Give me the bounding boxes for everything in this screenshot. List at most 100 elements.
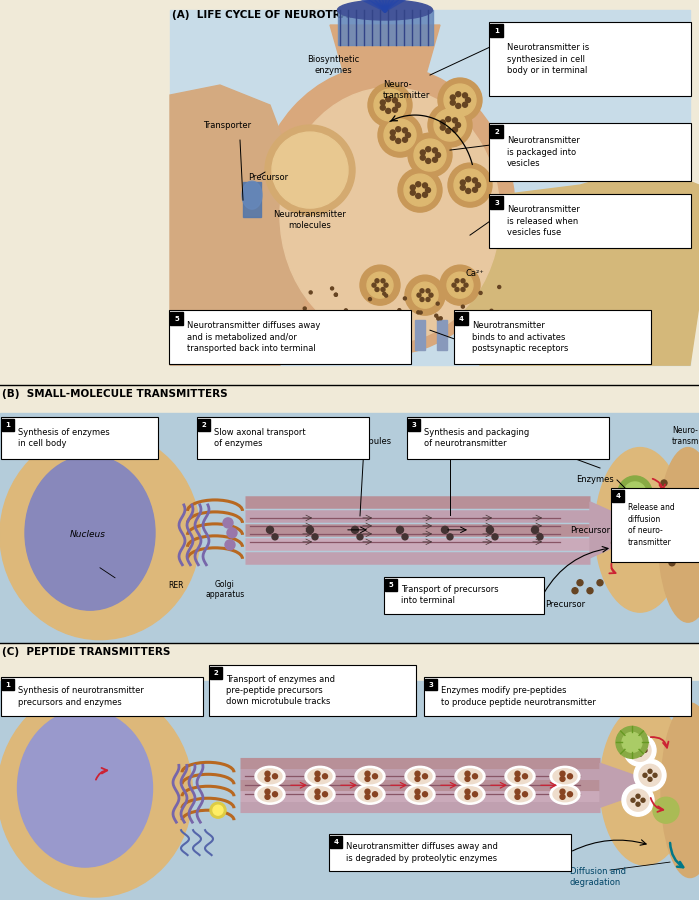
- Bar: [305, 320, 315, 350]
- Circle shape: [465, 771, 470, 776]
- Circle shape: [272, 132, 348, 208]
- Circle shape: [447, 534, 453, 540]
- Bar: [2, 679, 14, 690]
- Circle shape: [426, 289, 430, 293]
- Ellipse shape: [405, 784, 435, 805]
- Circle shape: [315, 777, 320, 781]
- Text: 1: 1: [6, 422, 10, 428]
- Circle shape: [373, 792, 377, 796]
- Ellipse shape: [358, 787, 382, 802]
- Polygon shape: [600, 763, 640, 807]
- Bar: [170, 312, 183, 325]
- Ellipse shape: [308, 787, 332, 802]
- Circle shape: [446, 117, 451, 122]
- Text: (C)  PEPTIDE TRANSMITTERS: (C) PEPTIDE TRANSMITTERS: [2, 646, 171, 657]
- Ellipse shape: [255, 784, 285, 805]
- Circle shape: [577, 580, 583, 586]
- Circle shape: [447, 272, 473, 298]
- Bar: [338, 10, 433, 45]
- Circle shape: [384, 294, 388, 297]
- Circle shape: [440, 120, 445, 125]
- Circle shape: [428, 104, 472, 147]
- Circle shape: [402, 534, 408, 540]
- Circle shape: [490, 310, 493, 312]
- Circle shape: [473, 187, 477, 193]
- Circle shape: [309, 291, 312, 294]
- Circle shape: [461, 287, 465, 292]
- Circle shape: [456, 122, 461, 128]
- Circle shape: [272, 534, 278, 540]
- Text: 3: 3: [412, 422, 417, 428]
- Text: Neuro-
transmitter: Neuro- transmitter: [383, 80, 431, 100]
- Ellipse shape: [658, 447, 699, 622]
- Circle shape: [572, 588, 578, 594]
- Circle shape: [426, 147, 431, 152]
- Circle shape: [560, 771, 565, 776]
- Bar: [0, 413, 699, 643]
- Text: Neurotransmitter diffuses away and
is degraded by proteolytic enzymes: Neurotransmitter diffuses away and is de…: [346, 842, 498, 863]
- Circle shape: [461, 305, 464, 308]
- Bar: [198, 419, 210, 431]
- Circle shape: [624, 734, 656, 766]
- Text: Neuro-
transmitter: Neuro- transmitter: [672, 427, 699, 446]
- Circle shape: [560, 795, 565, 799]
- Circle shape: [560, 789, 565, 794]
- Circle shape: [410, 190, 415, 195]
- Text: 3: 3: [494, 200, 499, 205]
- Text: Neurotransmitter
molecules: Neurotransmitter molecules: [273, 211, 347, 230]
- Circle shape: [648, 770, 652, 773]
- Circle shape: [465, 789, 470, 794]
- Circle shape: [433, 148, 438, 153]
- Circle shape: [422, 193, 428, 197]
- Circle shape: [396, 139, 401, 143]
- Ellipse shape: [258, 787, 282, 802]
- Circle shape: [616, 726, 648, 759]
- Circle shape: [347, 312, 350, 316]
- Circle shape: [465, 777, 470, 781]
- Circle shape: [416, 182, 421, 186]
- Circle shape: [273, 774, 278, 778]
- Circle shape: [419, 311, 422, 314]
- Circle shape: [420, 298, 424, 302]
- Circle shape: [440, 125, 445, 130]
- Circle shape: [265, 125, 355, 215]
- Circle shape: [444, 84, 476, 116]
- Text: Neurotransmitter diffuses away
and is metabolized and/or
transported back into t: Neurotransmitter diffuses away and is me…: [187, 321, 320, 354]
- Circle shape: [461, 279, 465, 283]
- Circle shape: [315, 789, 320, 794]
- Circle shape: [265, 795, 270, 799]
- Ellipse shape: [0, 430, 200, 640]
- Bar: [481, 320, 491, 350]
- Bar: [327, 320, 337, 350]
- Circle shape: [422, 183, 428, 188]
- Circle shape: [403, 128, 408, 133]
- Circle shape: [622, 733, 642, 752]
- Text: 4: 4: [616, 493, 621, 499]
- Circle shape: [521, 322, 524, 325]
- Ellipse shape: [508, 787, 532, 802]
- Circle shape: [410, 185, 415, 190]
- Circle shape: [455, 279, 459, 283]
- Ellipse shape: [405, 766, 435, 787]
- Circle shape: [266, 526, 273, 534]
- Text: 2: 2: [201, 422, 206, 428]
- Circle shape: [265, 777, 270, 781]
- Text: 5: 5: [174, 316, 179, 321]
- Circle shape: [452, 118, 457, 123]
- Bar: [425, 679, 437, 690]
- Circle shape: [661, 480, 667, 486]
- Circle shape: [404, 174, 436, 206]
- FancyBboxPatch shape: [489, 194, 691, 248]
- Text: Nucleus: Nucleus: [70, 530, 106, 539]
- Circle shape: [436, 302, 439, 305]
- Text: Enzymes: Enzymes: [576, 475, 614, 484]
- Circle shape: [473, 178, 477, 183]
- Circle shape: [456, 104, 461, 108]
- Circle shape: [223, 518, 233, 528]
- FancyBboxPatch shape: [489, 22, 691, 96]
- Ellipse shape: [505, 784, 535, 805]
- Text: Synthesis of enzymes
in cell body: Synthesis of enzymes in cell body: [18, 428, 110, 448]
- FancyBboxPatch shape: [611, 488, 699, 562]
- Circle shape: [466, 97, 470, 103]
- Text: Terminal: Terminal: [528, 437, 564, 446]
